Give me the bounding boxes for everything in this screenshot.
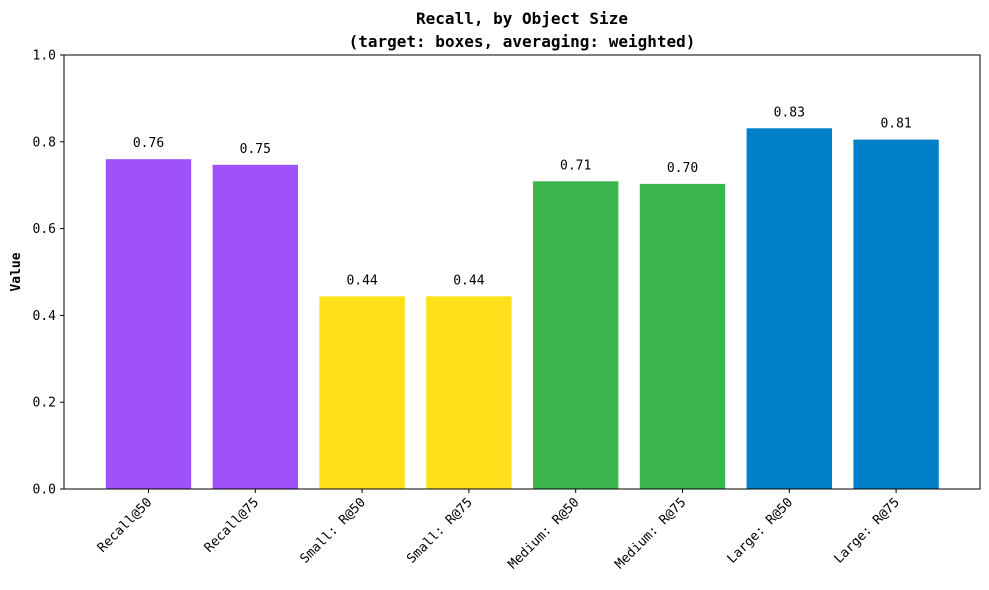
x-tick-label: Recall@75 — [202, 495, 262, 555]
bar — [639, 183, 726, 489]
bar — [319, 296, 405, 489]
x-tick-label: Large: R@50 — [725, 495, 796, 566]
data-label: 0.75 — [240, 142, 271, 157]
chart-title: Recall, by Object Size — [416, 9, 628, 28]
data-label: 0.44 — [346, 273, 377, 288]
x-tick-label: Large: R@75 — [831, 495, 902, 566]
data-label: 0.76 — [133, 136, 164, 151]
x-tick-label: Small: R@75 — [404, 495, 475, 566]
data-label: 0.70 — [667, 161, 698, 176]
bar — [426, 296, 512, 489]
y-tick-label: 0.6 — [33, 222, 56, 237]
data-label: 0.81 — [880, 117, 911, 132]
x-tick-label: Recall@50 — [95, 495, 155, 555]
x-tick-label: Medium: R@50 — [506, 495, 583, 572]
bar — [746, 128, 832, 490]
data-label: 0.44 — [453, 273, 484, 288]
y-tick-label: 1.0 — [33, 49, 56, 64]
bar — [533, 181, 619, 490]
data-label: 0.71 — [560, 158, 591, 173]
y-tick-label: 0.8 — [33, 135, 56, 150]
y-tick-label: 0.2 — [33, 396, 56, 411]
bar — [212, 164, 298, 490]
y-tick-label: 0.4 — [33, 309, 57, 324]
plot-area: 0.76 0.75 0.44 0.44 0.71 0.70 0.83 0.81 0.0 0.2 0.… — [33, 49, 981, 572]
x-tick-label: Small: R@50 — [297, 495, 368, 566]
y-axis-label: Value — [9, 252, 24, 291]
x-tick-label: Medium: R@75 — [612, 495, 689, 572]
bar — [105, 159, 192, 489]
axes-frame — [63, 54, 981, 490]
bar — [853, 139, 939, 489]
data-label: 0.83 — [774, 105, 805, 120]
y-tick-label: 0.0 — [33, 483, 56, 498]
chart-subtitle: (target: boxes, averaging: weighted) — [349, 32, 696, 51]
